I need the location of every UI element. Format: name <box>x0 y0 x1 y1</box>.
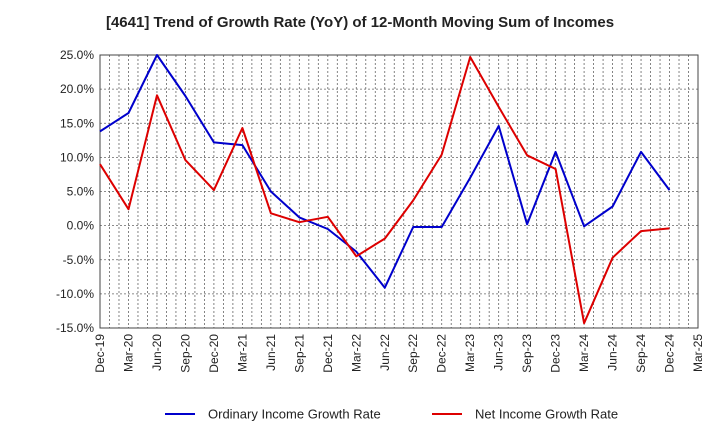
y-tick-label: 0.0% <box>67 219 95 233</box>
x-tick-label: Sep-23 <box>520 334 534 373</box>
x-tick-label: Dec-21 <box>321 334 335 373</box>
x-tick-label: Jun-21 <box>264 334 278 371</box>
legend-label-0: Ordinary Income Growth Rate <box>208 407 381 422</box>
y-tick-label: -15.0% <box>56 321 94 335</box>
x-tick-label: Dec-23 <box>549 334 563 373</box>
x-tick-label: Dec-20 <box>207 334 221 373</box>
x-tick-label: Mar-25 <box>691 334 705 372</box>
x-tick-label: Mar-24 <box>577 334 591 372</box>
grid <box>100 54 698 329</box>
chart-title: [4641] Trend of Growth Rate (YoY) of 12-… <box>105 14 615 31</box>
x-tick-label: Mar-23 <box>463 334 477 372</box>
y-tick-label: 10.0% <box>60 150 94 164</box>
series-line-1 <box>99 56 670 325</box>
x-tick-label: Dec-22 <box>435 334 449 373</box>
axes: -15.0% -10.0% -5.0% 0.0% 5.0% 10.0% 15.0% 20.0%… <box>56 48 705 373</box>
legend: Ordinary Income Growth Rate Net Income Gr… <box>165 407 618 422</box>
x-tick-label: Jun-22 <box>378 334 392 371</box>
legend-label-1: Net Income Growth Rate <box>475 407 618 422</box>
x-tick-label: Sep-21 <box>292 334 306 373</box>
y-tick-label: 5.0% <box>67 185 95 199</box>
plot-area <box>99 54 699 329</box>
y-tick-label: 15.0% <box>60 116 94 130</box>
y-tick-label: 25.0% <box>60 48 94 62</box>
x-tick-label: Jun-24 <box>606 334 620 371</box>
x-tick-label: Sep-20 <box>178 334 192 373</box>
series-lines <box>99 54 671 325</box>
x-tick-label: Jun-23 <box>492 334 506 371</box>
y-tick-label: -10.0% <box>56 287 94 301</box>
series-line-0 <box>99 54 671 289</box>
x-tick-label: Sep-24 <box>634 334 648 373</box>
x-tick-label: Dec-24 <box>663 334 677 373</box>
x-tick-label: Mar-21 <box>235 334 249 372</box>
x-tick-label: Jun-20 <box>150 334 164 371</box>
x-tick-label: Mar-22 <box>349 334 363 372</box>
x-tick-label: Sep-22 <box>406 334 420 373</box>
x-tick-label: Dec-19 <box>93 334 107 373</box>
y-tick-label: -5.0% <box>63 253 95 267</box>
x-tick-label: Mar-20 <box>121 334 135 372</box>
y-tick-label: 20.0% <box>60 82 94 96</box>
